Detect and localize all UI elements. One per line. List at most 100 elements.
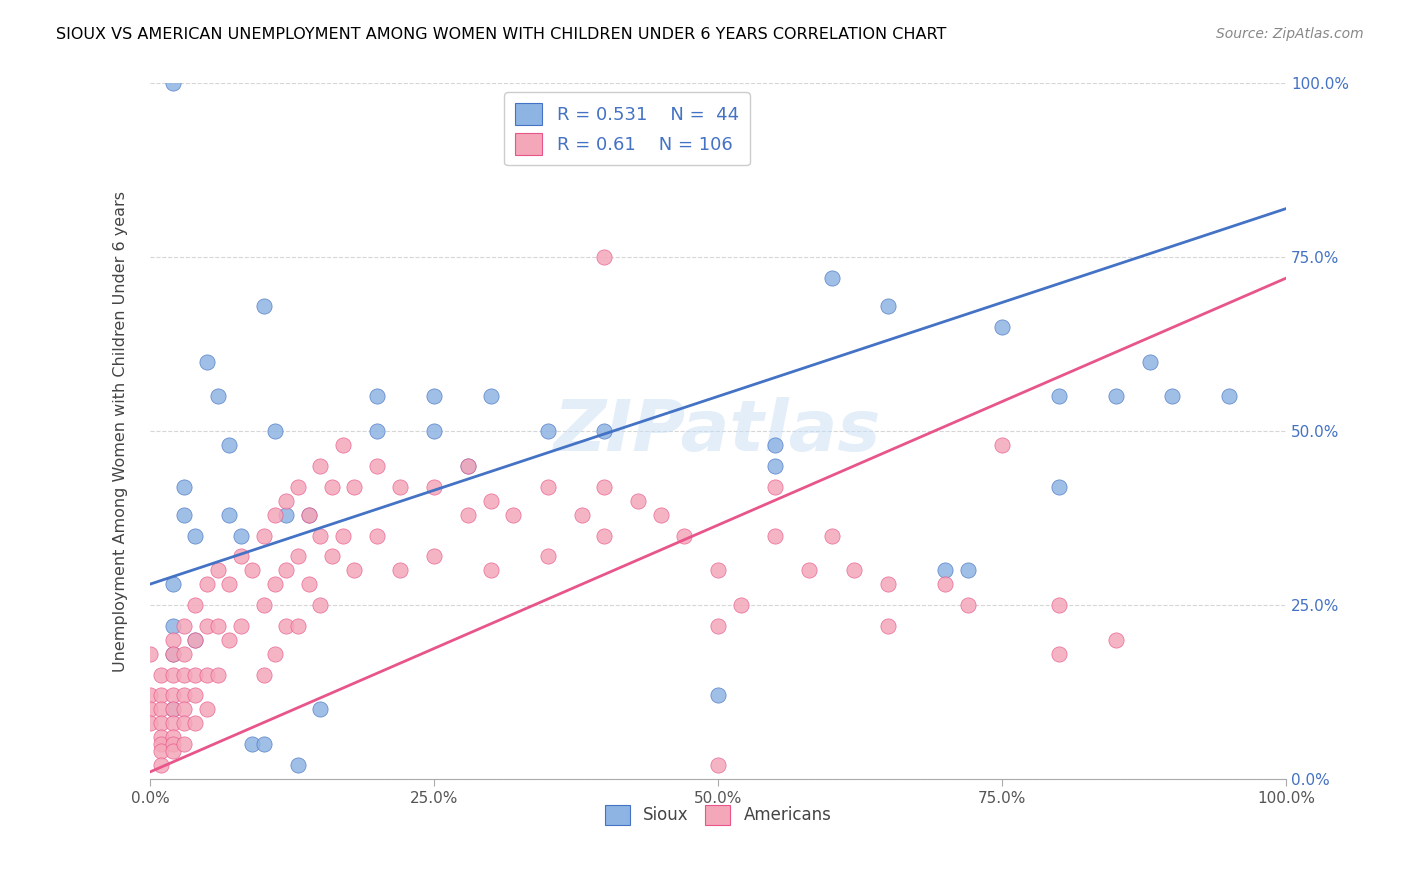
Point bbox=[162, 632, 184, 647]
Point bbox=[173, 619, 195, 633]
Y-axis label: Unemployment Among Women with Children Under 6 years: Unemployment Among Women with Children U… bbox=[114, 191, 128, 672]
Point bbox=[298, 508, 321, 522]
Point bbox=[457, 508, 479, 522]
Point bbox=[184, 632, 207, 647]
Point bbox=[150, 716, 173, 731]
Point bbox=[763, 480, 786, 494]
Point bbox=[343, 563, 366, 577]
Point bbox=[956, 563, 979, 577]
Point bbox=[173, 702, 195, 716]
Point bbox=[162, 702, 184, 716]
Point bbox=[934, 563, 956, 577]
Point bbox=[707, 758, 730, 772]
Point bbox=[627, 493, 650, 508]
Point bbox=[195, 577, 218, 591]
Point bbox=[332, 438, 354, 452]
Point bbox=[173, 716, 195, 731]
Point bbox=[195, 667, 218, 681]
Point bbox=[150, 702, 173, 716]
Point bbox=[763, 528, 786, 542]
Point bbox=[502, 508, 524, 522]
Point bbox=[650, 508, 672, 522]
Point bbox=[252, 737, 274, 751]
Point bbox=[184, 632, 207, 647]
Point bbox=[1218, 389, 1240, 403]
Point bbox=[707, 689, 730, 703]
Point bbox=[1104, 389, 1126, 403]
Point bbox=[1139, 354, 1161, 368]
Point bbox=[287, 480, 309, 494]
Point bbox=[162, 744, 184, 758]
Point bbox=[287, 758, 309, 772]
Point bbox=[298, 508, 321, 522]
Point bbox=[593, 146, 616, 161]
Point bbox=[877, 619, 900, 633]
Point bbox=[536, 480, 558, 494]
Point bbox=[366, 528, 388, 542]
Text: ZIPatlas: ZIPatlas bbox=[554, 397, 882, 466]
Point bbox=[218, 438, 240, 452]
Point bbox=[593, 424, 616, 438]
Point bbox=[423, 480, 446, 494]
Point bbox=[571, 508, 593, 522]
Point bbox=[252, 528, 274, 542]
Point bbox=[991, 438, 1014, 452]
Point bbox=[730, 598, 752, 612]
Legend: Sioux, Americans: Sioux, Americans bbox=[596, 797, 839, 833]
Point bbox=[366, 389, 388, 403]
Point bbox=[207, 389, 229, 403]
Point bbox=[162, 647, 184, 661]
Text: Source: ZipAtlas.com: Source: ZipAtlas.com bbox=[1216, 27, 1364, 41]
Point bbox=[298, 577, 321, 591]
Point bbox=[1047, 389, 1070, 403]
Point bbox=[184, 528, 207, 542]
Point bbox=[844, 563, 866, 577]
Point bbox=[672, 528, 695, 542]
Point bbox=[195, 354, 218, 368]
Point bbox=[287, 619, 309, 633]
Point bbox=[150, 758, 173, 772]
Point bbox=[877, 299, 900, 313]
Point bbox=[479, 563, 502, 577]
Point bbox=[423, 549, 446, 564]
Point bbox=[1047, 647, 1070, 661]
Point bbox=[252, 667, 274, 681]
Point bbox=[763, 438, 786, 452]
Point bbox=[956, 598, 979, 612]
Point bbox=[264, 508, 287, 522]
Point bbox=[229, 528, 252, 542]
Point bbox=[162, 716, 184, 731]
Point bbox=[240, 737, 263, 751]
Point bbox=[287, 549, 309, 564]
Point bbox=[479, 389, 502, 403]
Text: SIOUX VS AMERICAN UNEMPLOYMENT AMONG WOMEN WITH CHILDREN UNDER 6 YEARS CORRELATI: SIOUX VS AMERICAN UNEMPLOYMENT AMONG WOM… bbox=[56, 27, 946, 42]
Point bbox=[1104, 632, 1126, 647]
Point bbox=[820, 528, 842, 542]
Point bbox=[1161, 389, 1184, 403]
Point bbox=[150, 689, 173, 703]
Point bbox=[321, 549, 343, 564]
Point bbox=[593, 528, 616, 542]
Point bbox=[309, 458, 332, 473]
Point bbox=[934, 577, 956, 591]
Point bbox=[536, 424, 558, 438]
Point bbox=[162, 737, 184, 751]
Point bbox=[1047, 480, 1070, 494]
Point bbox=[195, 619, 218, 633]
Point bbox=[218, 508, 240, 522]
Point bbox=[184, 667, 207, 681]
Point bbox=[173, 508, 195, 522]
Point bbox=[423, 389, 446, 403]
Point bbox=[184, 598, 207, 612]
Point bbox=[991, 319, 1014, 334]
Point bbox=[150, 737, 173, 751]
Point bbox=[877, 577, 900, 591]
Point bbox=[264, 424, 287, 438]
Point bbox=[162, 619, 184, 633]
Point bbox=[309, 528, 332, 542]
Point bbox=[207, 667, 229, 681]
Point bbox=[252, 598, 274, 612]
Point bbox=[707, 619, 730, 633]
Point bbox=[276, 563, 298, 577]
Point bbox=[366, 424, 388, 438]
